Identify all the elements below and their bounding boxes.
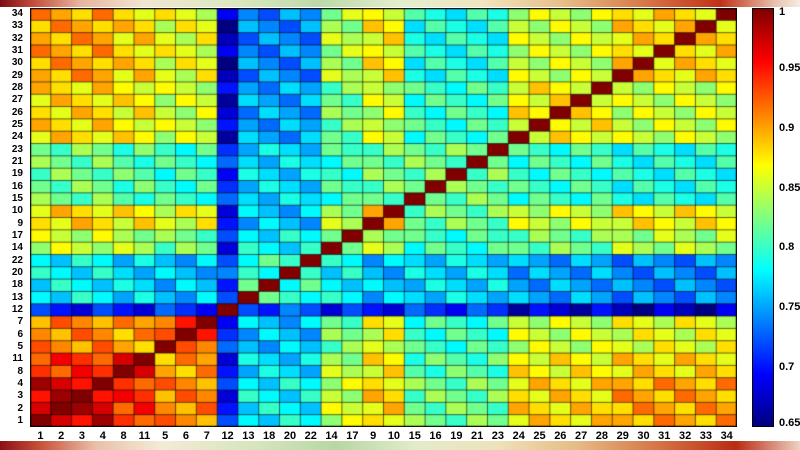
- y-tick-label: 11: [12, 353, 23, 365]
- y-axis-tick-labels: 34 33 32 31 30 29 28 27 26 25 24 23 21 19 16 15 10 9 17 14 2…: [0, 8, 27, 427]
- y-tick-label: 30: [11, 57, 23, 69]
- y-tick-label: 17: [11, 230, 23, 242]
- colorbar: [752, 8, 774, 427]
- y-tick-label: 4: [17, 378, 23, 389]
- y-tick-label: 12: [11, 304, 23, 316]
- x-tick-label: 9: [370, 430, 377, 442]
- x-tick-label: 29: [616, 430, 629, 442]
- x-tick-label: 33: [699, 430, 713, 442]
- colorbar-tick-labels: 1 0.95 0.9 0.85 0.8 0.75 0.7 0.65: [779, 6, 800, 429]
- colorbar-tick-label: 0.7: [779, 361, 795, 374]
- y-tick-label: 25: [11, 119, 23, 131]
- x-tick-label: 22: [304, 430, 317, 442]
- y-tick-label: 2: [17, 402, 23, 414]
- y-tick-label: 34: [11, 8, 23, 20]
- x-tick-label: 10: [387, 430, 401, 442]
- y-tick-label: 21: [11, 156, 23, 168]
- y-tick-label: 18: [11, 279, 23, 291]
- y-tick-label: 23: [11, 143, 23, 155]
- y-tick-label: 10: [11, 205, 23, 217]
- x-tick-label: 2: [58, 430, 65, 442]
- x-tick-label: 5: [162, 430, 169, 442]
- colorbar-tick-label: 0.8: [779, 241, 795, 254]
- y-tick-label: 19: [11, 168, 23, 180]
- decorative-border-bottom: [0, 441, 800, 450]
- x-tick-label: 31: [658, 430, 671, 442]
- x-tick-label: 19: [450, 430, 463, 442]
- x-tick-label: 20: [283, 430, 297, 442]
- y-tick-label: 8: [17, 365, 23, 377]
- x-tick-label: 24: [512, 430, 525, 442]
- y-tick-label: 32: [11, 32, 23, 44]
- y-tick-label: 13: [11, 291, 23, 303]
- x-tick-label: 15: [408, 430, 421, 442]
- x-tick-label: 3: [78, 430, 86, 442]
- x-tick-label: 25: [533, 430, 546, 442]
- x-tick-label: 4: [99, 430, 106, 442]
- colorbar-tick-label: 0.95: [779, 61, 800, 74]
- y-tick-label: 22: [11, 254, 23, 266]
- heatmap-canvas: [30, 8, 737, 427]
- y-tick-label: 27: [11, 94, 23, 106]
- x-tick-label: 26: [554, 430, 567, 442]
- x-tick-label: 11: [138, 430, 151, 442]
- y-tick-label: 28: [11, 82, 23, 94]
- x-tick-label: 18: [263, 430, 276, 442]
- x-tick-label: 28: [595, 430, 609, 442]
- y-tick-label: 3: [17, 390, 23, 402]
- x-tick-label: 23: [491, 430, 505, 442]
- y-tick-label: 20: [11, 267, 23, 279]
- y-tick-label: 33: [11, 20, 23, 32]
- x-tick-label: 7: [203, 430, 210, 442]
- y-tick-label: 24: [11, 131, 23, 143]
- x-tick-label: 6: [182, 430, 190, 442]
- x-tick-label: 1: [37, 430, 44, 442]
- y-tick-label: 15: [11, 193, 23, 205]
- x-axis-tick-labels: 1 2 3 4 8 11 5 6 7 12 13 18 20 22 14 17 9 10 15 16 19 21 23 24 2…: [30, 430, 737, 445]
- y-tick-label: 26: [11, 106, 23, 118]
- y-tick-label: 1: [17, 414, 23, 426]
- y-tick-label: 6: [17, 328, 23, 340]
- colorbar-tick-label: 0.9: [779, 121, 795, 134]
- x-tick-label: 17: [346, 430, 359, 442]
- y-tick-label: 5: [17, 341, 23, 353]
- y-tick-label: 9: [17, 217, 23, 229]
- x-tick-label: 12: [221, 430, 234, 442]
- colorbar-tick-label: 1: [779, 6, 786, 18]
- y-tick-label: 16: [11, 180, 23, 192]
- y-tick-label: 29: [11, 69, 23, 81]
- colorbar-tick-label: 0.85: [779, 181, 800, 194]
- y-tick-label: 7: [17, 316, 23, 328]
- x-tick-label: 21: [471, 430, 484, 442]
- x-tick-label: 34: [720, 430, 733, 442]
- colorbar-tick-label: 0.65: [779, 417, 800, 429]
- x-tick-label: 30: [637, 430, 650, 442]
- colorbar-tick-label: 0.75: [779, 301, 800, 314]
- y-tick-label: 31: [11, 45, 23, 57]
- x-tick-label: 14: [325, 430, 338, 442]
- x-tick-label: 27: [574, 430, 588, 442]
- y-tick-label: 14: [11, 242, 23, 254]
- x-tick-label: 8: [120, 430, 127, 442]
- x-tick-label: 13: [242, 430, 255, 442]
- decorative-border-top: [0, 0, 800, 7]
- x-tick-label: 16: [429, 430, 442, 442]
- x-tick-label: 32: [678, 430, 692, 442]
